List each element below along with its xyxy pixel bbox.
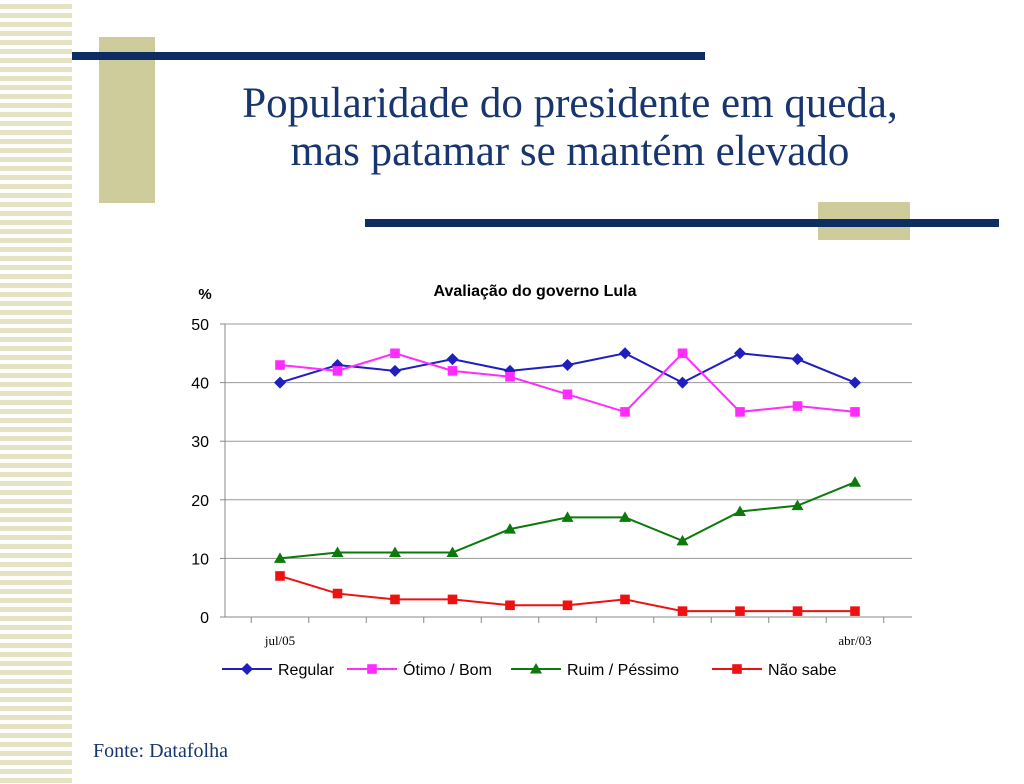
legend: Regular Ótimo / Bom Ruim / Péssimo Não sabe	[222, 660, 837, 679]
data-point	[561, 511, 574, 522]
data-point	[332, 366, 343, 376]
legend-label: Ruim / Péssimo	[567, 662, 679, 679]
decorative-box-top	[99, 37, 155, 203]
legend-item: Não sabe	[712, 662, 837, 679]
legend-label: Não sabe	[768, 662, 837, 679]
data-point	[620, 594, 630, 605]
y-tick-label: 0	[200, 610, 209, 627]
series-ruim-pessimo	[274, 476, 861, 563]
data-point	[390, 348, 400, 359]
legend-item: Ruim / Péssimo	[511, 662, 679, 679]
y-tick-label: 40	[191, 376, 209, 393]
data-point	[505, 371, 515, 382]
data-point	[620, 407, 630, 417]
x-tick-label: abr/03	[838, 633, 871, 648]
series-nao-sabe	[275, 571, 860, 616]
data-point	[562, 389, 573, 400]
legend-item: Ótimo / Bom	[347, 660, 492, 679]
data-point	[734, 347, 746, 360]
data-point	[850, 407, 860, 417]
data-point	[275, 360, 285, 370]
slide-title-line-1: Popularidade do presidente em queda,	[242, 80, 898, 127]
series-otimo-bom	[275, 348, 860, 417]
data-point	[446, 546, 459, 558]
data-point	[791, 353, 804, 366]
decorative-bar-top	[72, 52, 705, 60]
data-point	[677, 606, 688, 616]
y-tick-label: 50	[191, 317, 209, 334]
data-point	[561, 359, 574, 372]
data-point	[331, 546, 344, 558]
chart-title: Avaliação do governo Lula	[433, 283, 636, 300]
slide-title-line-2: mas patamar se mantém elevado	[290, 128, 850, 175]
data-point	[792, 606, 803, 616]
legend-label: Regular	[278, 662, 335, 679]
data-point	[562, 600, 573, 611]
data-point	[619, 347, 631, 360]
legend-label: Ótimo / Bom	[403, 660, 492, 679]
data-point	[676, 534, 689, 546]
data-point	[792, 401, 803, 411]
x-tick-label: jul/05	[264, 633, 295, 648]
legend-marker	[241, 663, 253, 675]
data-point	[619, 511, 631, 522]
data-point	[446, 353, 459, 366]
data-point	[389, 364, 401, 377]
series-lines	[274, 347, 861, 616]
legend-marker	[367, 664, 377, 674]
data-point	[447, 594, 458, 605]
legend-item: Regular	[222, 662, 335, 679]
data-point	[505, 600, 515, 611]
axes	[220, 323, 912, 623]
data-point	[850, 606, 860, 616]
data-point	[274, 376, 286, 389]
data-point	[275, 571, 285, 581]
data-point	[676, 376, 689, 389]
data-point	[735, 606, 745, 616]
legend-marker	[530, 663, 542, 674]
y-tick-labels: 0 10 20 30 40 50	[191, 317, 209, 627]
data-point	[390, 594, 400, 605]
data-point	[504, 523, 516, 534]
source-note: Fonte: Datafolha	[93, 740, 228, 762]
data-point	[849, 476, 861, 487]
data-point	[849, 376, 861, 389]
y-tick-label: 30	[191, 434, 209, 451]
gridlines	[225, 323, 912, 559]
slide-title: Popularidade do presidente em queda, mas…	[120, 80, 1020, 176]
data-point	[332, 588, 343, 599]
striped-margin	[0, 0, 72, 784]
data-point	[274, 552, 286, 563]
y-tick-label: 10	[191, 551, 209, 568]
data-point	[734, 505, 746, 517]
x-tick-labels: jul/05 abr/03	[264, 633, 872, 648]
data-point	[791, 499, 804, 511]
y-tick-label: 20	[191, 493, 209, 510]
decorative-bar-right	[365, 219, 999, 227]
y-axis-label: %	[198, 286, 211, 303]
data-point	[677, 348, 688, 359]
data-point	[389, 546, 401, 558]
legend-marker	[732, 664, 742, 674]
data-point	[447, 366, 458, 376]
data-point	[735, 407, 745, 417]
